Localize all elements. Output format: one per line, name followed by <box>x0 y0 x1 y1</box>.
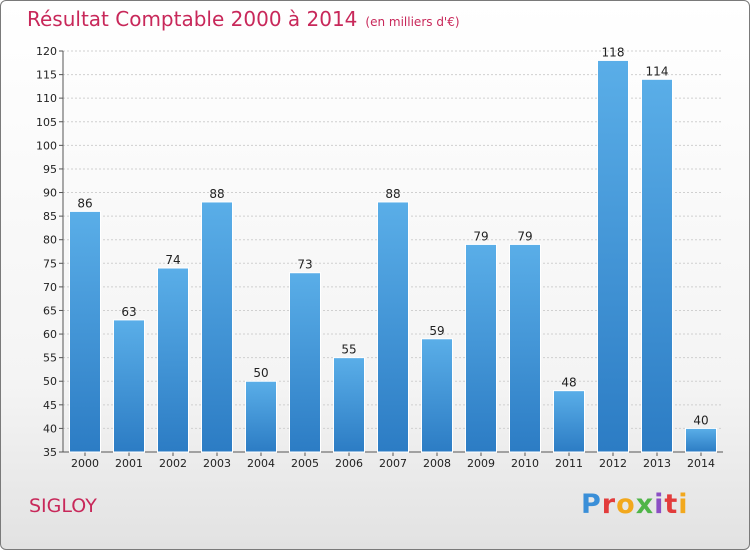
logo-letter: P <box>581 489 602 520</box>
logo-letter: x <box>635 489 655 520</box>
value-label: 48 <box>561 376 576 390</box>
bar-2007 <box>377 201 409 453</box>
chart-title: Résultat Comptable 2000 à 2014 (en millie… <box>27 7 460 31</box>
y-tick-label: 75 <box>43 257 57 270</box>
x-tick-label: 2005 <box>291 457 319 470</box>
bar-2004 <box>245 380 277 453</box>
y-tick-label: 50 <box>43 375 57 388</box>
bars <box>69 59 717 453</box>
chart-title-text: Résultat Comptable 2000 à 2014 <box>27 7 358 31</box>
bar-2000 <box>69 210 101 453</box>
x-tick-label: 2004 <box>247 457 275 470</box>
logo-letter: t <box>664 489 679 520</box>
x-tick-label: 2011 <box>555 457 583 470</box>
logo-letter: i <box>654 489 665 520</box>
logo-letter: o <box>616 489 636 520</box>
y-tick-label: 85 <box>43 210 57 223</box>
y-tick-label: 40 <box>43 422 57 435</box>
value-label: 88 <box>209 187 224 201</box>
x-tick-label: 2010 <box>511 457 539 470</box>
bar-2008 <box>421 338 453 453</box>
value-label: 40 <box>693 413 708 427</box>
y-tick-label: 60 <box>43 328 57 341</box>
bar-2001 <box>113 319 145 453</box>
bar-2006 <box>333 357 365 453</box>
value-labels: 86 63 74 88 50 73 55 88 59 79 79 48 118 114 40 <box>77 45 708 427</box>
value-label: 74 <box>165 253 180 267</box>
value-label: 50 <box>253 366 268 380</box>
x-tick-label: 2012 <box>599 457 627 470</box>
x-tick-label: 2003 <box>203 457 231 470</box>
y-tick-label: 80 <box>43 234 57 247</box>
logo-letter: i <box>678 489 689 520</box>
proxiti-logo: Proxiti <box>581 489 689 520</box>
x-tick-label: 2001 <box>115 457 143 470</box>
y-tick-label: 115 <box>36 69 57 82</box>
x-tick-label: 2009 <box>467 457 495 470</box>
y-tick-label: 105 <box>36 116 57 129</box>
bar-2002 <box>157 267 189 453</box>
bar-2003 <box>201 201 233 453</box>
y-tick-label: 70 <box>43 281 57 294</box>
bar-2009 <box>465 243 497 453</box>
x-tick-label: 2007 <box>379 457 407 470</box>
value-label: 79 <box>517 229 532 243</box>
y-tick-label: 90 <box>43 187 57 200</box>
logo-letter: r <box>601 489 617 520</box>
value-label: 88 <box>385 187 400 201</box>
x-tick-label: 2014 <box>687 457 715 470</box>
value-label: 114 <box>646 64 669 78</box>
bar-2010 <box>509 243 541 453</box>
x-tick-label: 2002 <box>159 457 187 470</box>
y-tick-label: 45 <box>43 399 57 412</box>
value-label: 73 <box>297 258 312 272</box>
y-tick-label: 110 <box>36 92 57 105</box>
y-tick-label: 55 <box>43 352 57 365</box>
chart-subtitle: (en milliers d'€) <box>365 15 460 29</box>
value-label: 118 <box>602 45 625 59</box>
bar-2005 <box>289 272 321 453</box>
bar-2014 <box>685 427 717 453</box>
value-label: 86 <box>77 196 92 210</box>
place-name: SIGLOY <box>29 495 97 517</box>
y-tick-label: 65 <box>43 304 57 317</box>
value-label: 79 <box>473 229 488 243</box>
bar-2011 <box>553 390 585 453</box>
y-tick-label: 95 <box>43 163 57 176</box>
value-label: 59 <box>429 324 444 338</box>
bar-2013 <box>641 78 673 453</box>
x-tick-label: 2006 <box>335 457 363 470</box>
y-tick-label: 35 <box>43 446 57 459</box>
x-tick-label: 2013 <box>643 457 671 470</box>
x-tick-label: 2000 <box>71 457 99 470</box>
value-label: 63 <box>121 305 136 319</box>
bar-2012 <box>597 59 629 453</box>
value-label: 55 <box>341 343 356 357</box>
y-tick-label: 100 <box>36 139 57 152</box>
y-tick-label: 120 <box>36 45 57 58</box>
x-tick-label: 2008 <box>423 457 451 470</box>
